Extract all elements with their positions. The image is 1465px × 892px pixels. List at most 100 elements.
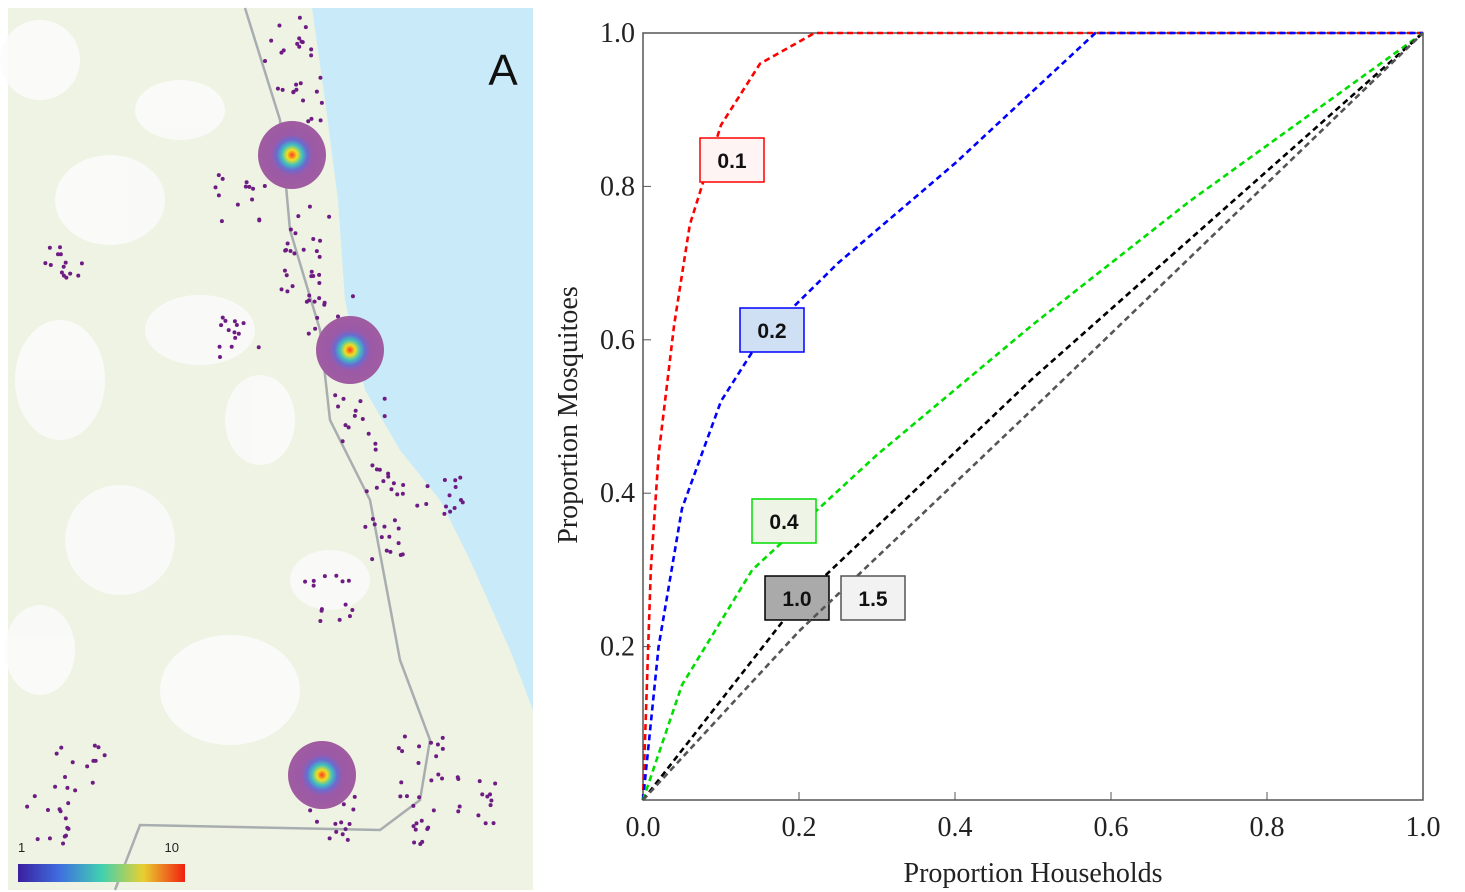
plot-frame <box>642 32 1424 801</box>
household-dot <box>76 273 81 278</box>
household-dot <box>296 214 301 219</box>
household-dot <box>65 825 70 830</box>
household-dot <box>59 270 64 275</box>
household-dot <box>370 516 375 521</box>
household-dot <box>290 284 295 289</box>
household-dot <box>25 804 30 809</box>
household-dot <box>216 173 221 178</box>
household-dot <box>333 393 338 398</box>
household-dot <box>301 98 306 103</box>
household-dot <box>387 534 392 539</box>
household-dot <box>314 249 319 254</box>
household-dot <box>307 204 312 209</box>
household-dot <box>335 314 340 319</box>
household-dot <box>350 607 355 612</box>
household-dot <box>47 836 52 841</box>
household-dot <box>352 794 357 799</box>
household-dot <box>373 441 378 446</box>
household-dot <box>477 779 482 784</box>
household-dot <box>346 578 351 583</box>
household-dot <box>284 248 289 253</box>
household-dot <box>63 260 68 265</box>
household-dot <box>309 116 314 121</box>
household-dot <box>347 614 352 619</box>
household-dot <box>294 87 299 92</box>
household-dot <box>223 318 228 323</box>
household-dot <box>59 745 64 750</box>
household-dot <box>275 86 280 91</box>
household-dot <box>57 245 62 250</box>
household-dot <box>213 185 218 190</box>
household-dot <box>295 41 300 46</box>
household-dot <box>65 785 70 790</box>
series-label: 0.1 <box>717 150 747 173</box>
household-dot <box>232 330 237 335</box>
household-dot <box>319 608 324 613</box>
household-dot <box>220 315 225 320</box>
household-dot <box>234 322 239 327</box>
series-line <box>642 32 1424 801</box>
household-dot <box>456 809 461 814</box>
household-dot <box>339 820 344 825</box>
household-dot <box>217 344 222 349</box>
household-dot <box>307 293 312 298</box>
household-dot <box>341 802 346 807</box>
household-dot <box>251 186 256 191</box>
household-dot <box>58 809 63 814</box>
household-dot <box>226 328 231 333</box>
series-label: 1.5 <box>858 588 888 611</box>
household-dot <box>318 238 323 243</box>
household-dot <box>64 275 69 280</box>
household-dot <box>345 837 350 842</box>
household-dot <box>447 493 452 498</box>
household-dot <box>399 780 404 785</box>
household-dot <box>53 784 58 789</box>
y-tick-label: 0.6 <box>600 325 635 356</box>
household-dot <box>47 245 52 250</box>
household-dot <box>263 59 268 64</box>
household-dot <box>424 502 429 507</box>
household-dot <box>391 481 396 486</box>
household-dot <box>416 760 421 765</box>
household-dot <box>392 518 397 523</box>
household-dot <box>262 184 267 189</box>
household-dot <box>35 837 40 842</box>
household-dot <box>280 87 285 92</box>
household-dot <box>55 252 60 257</box>
household-dot <box>442 478 447 483</box>
household-dot <box>425 484 430 489</box>
household-dot <box>317 272 322 277</box>
household-dot <box>353 408 358 413</box>
y-axis-title: Proportion Mosquitoes <box>553 286 584 543</box>
household-dot <box>358 399 363 404</box>
household-dot <box>398 794 403 799</box>
household-dot <box>318 75 323 80</box>
household-dot <box>317 280 322 285</box>
household-dot <box>343 423 348 428</box>
household-dot <box>398 553 403 558</box>
household-dot <box>337 617 342 622</box>
series-line <box>641 32 1424 801</box>
household-dot <box>458 498 463 503</box>
household-dot <box>442 511 447 516</box>
household-dot <box>250 197 255 202</box>
household-dot <box>92 743 97 748</box>
household-dot <box>311 236 316 241</box>
household-dot <box>315 315 320 320</box>
household-dot <box>307 298 312 303</box>
household-dot <box>458 475 463 480</box>
y-tick-label: 1.0 <box>600 18 635 49</box>
series-label: 0.4 <box>769 511 799 534</box>
household-dot <box>381 479 386 484</box>
x-axis-title: Proportion Households <box>904 858 1163 889</box>
household-dot <box>396 541 401 546</box>
household-dot <box>281 48 286 53</box>
household-dot <box>236 331 241 336</box>
household-dot <box>232 319 237 324</box>
series-label-box <box>699 137 765 183</box>
hotspot <box>316 316 384 384</box>
household-dot <box>229 344 234 349</box>
household-dot <box>395 492 400 497</box>
colorbar-tick-label: 1 <box>18 840 25 855</box>
household-dot <box>43 261 48 266</box>
